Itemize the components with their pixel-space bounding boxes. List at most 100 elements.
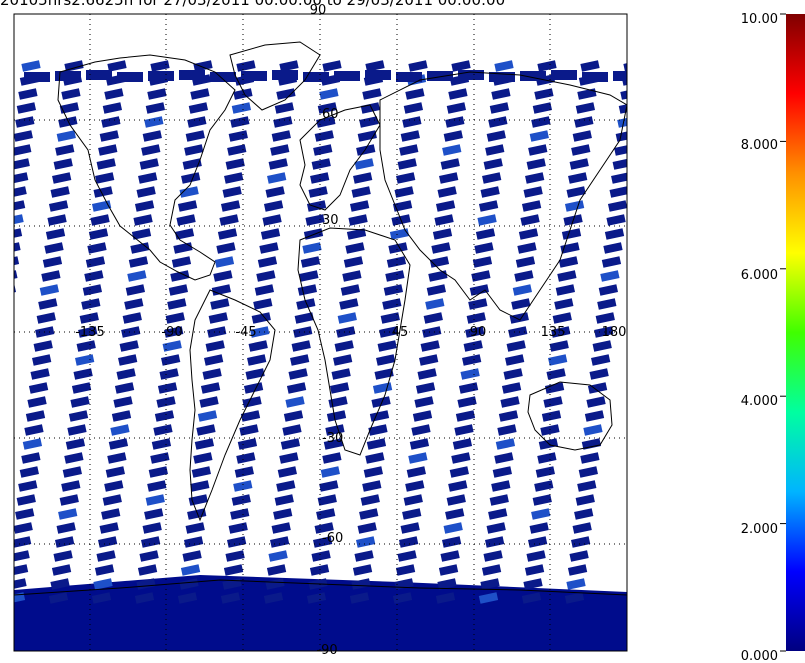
- swath-segment: [561, 228, 582, 240]
- swath-segment: [359, 116, 379, 128]
- swath-segment: [24, 424, 44, 436]
- swath-segment: [227, 536, 247, 548]
- colorbar-label-0: 0.000: [741, 649, 778, 663]
- swath-segment: [434, 214, 454, 226]
- swath-segment: [316, 508, 336, 520]
- swath-segment: [422, 326, 442, 338]
- swath-segment: [19, 466, 39, 478]
- swath-segment: [210, 72, 236, 82]
- swath-segment: [353, 172, 373, 184]
- swath-segment: [395, 564, 416, 576]
- swath-segment: [147, 480, 167, 492]
- swath-segment: [463, 340, 483, 352]
- swath-segment: [28, 382, 49, 394]
- swath-segment: [334, 71, 360, 81]
- swath-segment: [406, 466, 426, 478]
- swath-segment: [253, 298, 273, 310]
- swath-segment: [595, 312, 615, 324]
- swath-segment: [408, 452, 428, 464]
- swath-segment: [360, 102, 381, 114]
- swath-segment: [580, 60, 600, 72]
- swath-segment: [591, 354, 611, 366]
- swath-segment: [598, 284, 618, 296]
- swath-segment: [194, 438, 215, 450]
- lon-label-180: 180: [602, 325, 627, 340]
- swath-segment: [207, 326, 227, 338]
- swath-segment: [91, 592, 112, 604]
- swath-segment: [87, 242, 107, 254]
- swath-segment: [265, 186, 285, 198]
- swath-segment: [227, 144, 247, 156]
- swath-segment: [241, 71, 267, 81]
- swath-segment: [134, 592, 155, 604]
- swath-segment: [440, 550, 460, 562]
- swath-segment: [177, 200, 198, 212]
- swath-segment: [611, 172, 627, 184]
- swath-segment: [138, 172, 158, 184]
- swath-segment: [104, 480, 124, 492]
- swath-segment: [139, 158, 159, 170]
- swath-segment: [305, 214, 325, 226]
- swath-segment: [333, 354, 353, 366]
- swath-segment: [141, 536, 161, 548]
- swath-segment: [568, 172, 588, 184]
- swath-segment: [601, 256, 622, 268]
- swath-segment: [427, 71, 453, 81]
- swath-segment: [314, 522, 334, 534]
- swath-segment: [18, 480, 38, 492]
- swath-segment: [153, 424, 173, 436]
- swath-segment: [76, 340, 96, 352]
- swath-segment: [101, 508, 121, 520]
- swath-segment: [548, 354, 568, 366]
- swath-segment: [354, 550, 374, 562]
- swath-segment: [498, 410, 519, 422]
- swath-segment: [154, 410, 175, 422]
- swath-segment: [317, 102, 338, 114]
- swath-segment: [223, 564, 244, 576]
- swath-segment: [331, 368, 351, 380]
- swath-segment: [537, 452, 557, 464]
- swath-segment: [75, 354, 95, 366]
- swath-segment: [521, 200, 542, 212]
- swath-segment: [291, 340, 311, 352]
- swath-segment: [354, 158, 374, 170]
- swath-segment: [419, 354, 439, 366]
- swath-segment: [303, 72, 329, 82]
- swath-segment: [233, 480, 253, 492]
- swath-segment: [257, 256, 278, 268]
- swath-segment: [185, 522, 205, 534]
- swath-segment: [503, 368, 523, 380]
- lon-label-135: 135: [541, 325, 566, 340]
- swath-segment: [99, 130, 119, 142]
- swath-segment: [181, 172, 201, 184]
- swath-segment: [268, 158, 288, 170]
- swath-segment: [525, 172, 545, 184]
- swath-segment: [603, 242, 623, 254]
- swath-segment: [308, 186, 328, 198]
- swath-segment: [349, 592, 370, 604]
- swath-segment: [263, 200, 284, 212]
- swath-segment: [582, 72, 608, 82]
- swath-segment: [236, 452, 256, 464]
- swath-segment: [365, 70, 391, 80]
- swath-segment: [53, 158, 73, 170]
- lon-label-90: 90: [470, 325, 487, 340]
- swath-segment: [61, 88, 81, 100]
- swath-segment: [231, 494, 251, 506]
- swath-segment: [531, 508, 551, 520]
- swath-segment: [526, 158, 546, 170]
- swath-segment: [313, 536, 333, 548]
- swath-segment: [196, 424, 216, 436]
- swath-segment: [111, 410, 132, 422]
- continents: [14, 41, 627, 596]
- swath-segment: [365, 452, 385, 464]
- swath-segment: [55, 536, 75, 548]
- swath-segment: [520, 214, 540, 226]
- swath-segment: [435, 592, 456, 604]
- swath-segment: [0, 326, 11, 338]
- swath-segment: [482, 172, 502, 184]
- swath-segment: [512, 284, 532, 296]
- swath-segment: [508, 326, 528, 338]
- lon-label-45: 45: [392, 325, 409, 340]
- swath-segment: [225, 550, 245, 562]
